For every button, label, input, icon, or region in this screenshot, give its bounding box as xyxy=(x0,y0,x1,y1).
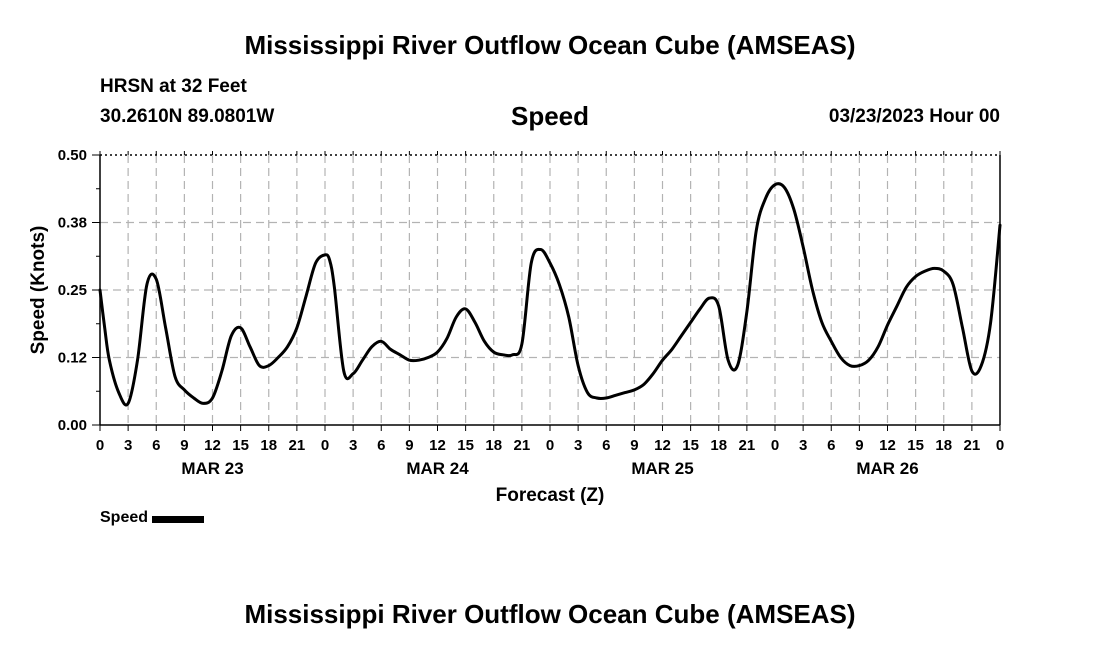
x-tick-label: 15 xyxy=(682,437,699,454)
x-tick-label: 6 xyxy=(377,437,385,454)
coordinates-label: 30.2610N 89.0801W xyxy=(100,106,275,127)
x-tick-label: 15 xyxy=(457,437,474,454)
x-tick-label: 21 xyxy=(739,437,756,454)
x-tick-label: 9 xyxy=(630,437,638,454)
x-tick-label: 0 xyxy=(96,437,104,454)
day-label: MAR 24 xyxy=(406,459,469,478)
x-tick-label: 18 xyxy=(485,437,502,454)
chart-title: Speed xyxy=(510,101,590,131)
axis-labels: 0 3 6 9 12 15 18 21 0 3 6 9 12 15 18 21 0 3 6 9 12 15 18 21 0 3 6 9… xyxy=(28,147,1004,506)
x-tick-label: 3 xyxy=(799,437,807,454)
x-tick-label: 12 xyxy=(879,437,896,454)
x-tick-label: 21 xyxy=(289,437,306,454)
x-tick-label: 18 xyxy=(935,437,952,454)
speed-series-line xyxy=(98,182,1002,407)
y-tick-label: 0.25 xyxy=(58,282,87,299)
page-title: Mississippi River Outflow Ocean Cube (AM… xyxy=(244,30,856,60)
x-tick-label: 3 xyxy=(124,437,132,454)
x-tick-label: 0 xyxy=(771,437,779,454)
y-tick-label: 0.12 xyxy=(58,350,87,367)
x-tick-label: 21 xyxy=(514,437,531,454)
x-tick-label: 9 xyxy=(855,437,863,454)
x-tick-label: 18 xyxy=(710,437,727,454)
grid-lines xyxy=(100,155,1000,425)
x-tick-label: 21 xyxy=(964,437,981,454)
x-tick-label: 12 xyxy=(654,437,671,454)
y-axis-title: Speed (Knots) xyxy=(28,226,49,355)
legend-label: Speed xyxy=(100,509,149,526)
x-tick-label: 12 xyxy=(429,437,446,454)
x-tick-label: 6 xyxy=(602,437,610,454)
x-tick-label: 15 xyxy=(907,437,924,454)
x-tick-label: 6 xyxy=(827,437,835,454)
x-tick-label: 9 xyxy=(180,437,188,454)
series-layer xyxy=(98,182,1002,407)
legend-swatch xyxy=(152,516,205,523)
forecast-date-label: 03/23/2023 Hour 00 xyxy=(828,106,1000,127)
x-tick-label: 0 xyxy=(546,437,554,454)
footer-title: Mississippi River Outflow Ocean Cube (AM… xyxy=(244,599,856,629)
x-tick-label: 12 xyxy=(204,437,221,454)
x-tick-label: 9 xyxy=(405,437,413,454)
station-label: HRSN at 32 Feet xyxy=(100,76,247,97)
y-tick-label: 0.50 xyxy=(58,147,87,164)
x-axis-title: Forecast (Z) xyxy=(496,485,605,506)
y-tick-label: 0.38 xyxy=(58,215,87,232)
x-tick-label: 18 xyxy=(260,437,277,454)
legend: Speed xyxy=(100,509,205,527)
x-tick-label: 15 xyxy=(232,437,249,454)
x-tick-label: 3 xyxy=(574,437,582,454)
day-label: MAR 26 xyxy=(856,459,918,478)
day-label: MAR 23 xyxy=(181,459,243,478)
day-label: MAR 25 xyxy=(631,459,693,478)
y-tick-label: 0.00 xyxy=(58,417,87,434)
x-tick-label: 0 xyxy=(321,437,329,454)
x-tick-label: 3 xyxy=(349,437,357,454)
axes xyxy=(92,151,1001,431)
x-tick-label: 6 xyxy=(152,437,160,454)
x-tick-label: 0 xyxy=(996,437,1004,454)
